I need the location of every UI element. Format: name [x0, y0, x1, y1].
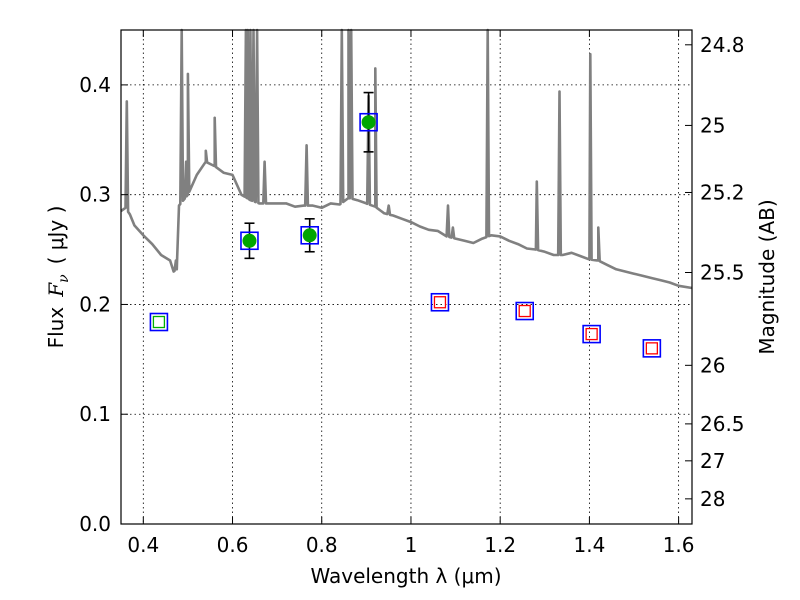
point-marker-filled: [242, 233, 257, 248]
y-axis-label-text: Flux: [44, 307, 68, 349]
data-point: [515, 301, 535, 321]
data-point: [642, 339, 662, 358]
point-box-outer: [149, 312, 169, 332]
y-tick-label: 0.4: [79, 73, 111, 97]
point-box-inner: [152, 315, 166, 329]
x-axis-label: Wavelength λ (μm): [310, 564, 501, 588]
y2-tick-label: 26: [700, 353, 725, 377]
y2-axis-label: Magnitude (AB): [755, 199, 779, 354]
x-tick-label: 0.6: [217, 533, 249, 557]
x-tick-label: 1.6: [663, 533, 695, 557]
y2-tick-label: 24.8: [700, 33, 745, 57]
y-axis-label-subscript: ν: [56, 274, 72, 283]
axis-ticks: 0.4 0.6 0.8 1 1.2 1.4 1.6 0.0 0.1 0.2 0.3 0.4 24.8 25…: [79, 30, 745, 557]
y-tick-label: 0.3: [79, 183, 111, 207]
point-box-inner: [518, 304, 531, 318]
y-axis-label-symbol: F: [44, 282, 68, 298]
y-axis-label: Flux Fν ( μJy ): [44, 206, 72, 349]
data-point: [582, 324, 601, 344]
y2-tick-label: 28: [700, 487, 725, 511]
model-spectrum: [120, 28, 693, 290]
x-tick-label: 1: [405, 533, 418, 557]
plot-frame: [120, 29, 693, 525]
x-tick-label: 0.8: [306, 533, 338, 557]
point-box-outer: [642, 339, 662, 358]
point-marker-filled: [302, 228, 317, 243]
y-tick-label: 0.2: [79, 292, 111, 316]
photometry-points: [149, 91, 662, 358]
data-point: [149, 312, 169, 332]
data-point: [240, 222, 259, 260]
point-box-inner: [585, 327, 598, 341]
point-box-inner: [645, 342, 659, 355]
point-box-outer: [515, 301, 535, 321]
point-box-outer: [240, 231, 259, 251]
point-box-outer: [300, 225, 319, 245]
y2-tick-label: 25.5: [700, 261, 745, 285]
x-tick-label: 1.4: [573, 533, 605, 557]
data-point: [359, 91, 378, 153]
y2-tick-label: 26.5: [700, 412, 745, 436]
grid: [121, 30, 692, 524]
y-axis-label-units: ( μJy ): [44, 206, 68, 265]
y-tick-label: 0.0: [79, 512, 111, 536]
point-box-inner: [433, 296, 447, 309]
point-marker-filled: [361, 115, 376, 130]
point-box-outer: [582, 324, 601, 344]
data-point: [430, 292, 450, 312]
x-tick-label: 1.2: [484, 533, 516, 557]
y-tick-label: 0.1: [79, 402, 111, 426]
y2-tick-label: 25.2: [700, 180, 745, 204]
model-spectrum-line: [120, 28, 693, 290]
data-point: [300, 218, 319, 253]
x-tick-label: 0.4: [127, 533, 159, 557]
y2-tick-label: 25: [700, 113, 725, 137]
point-box-outer: [359, 112, 378, 132]
point-box-outer: [430, 292, 450, 312]
y2-tick-label: 27: [700, 449, 725, 473]
